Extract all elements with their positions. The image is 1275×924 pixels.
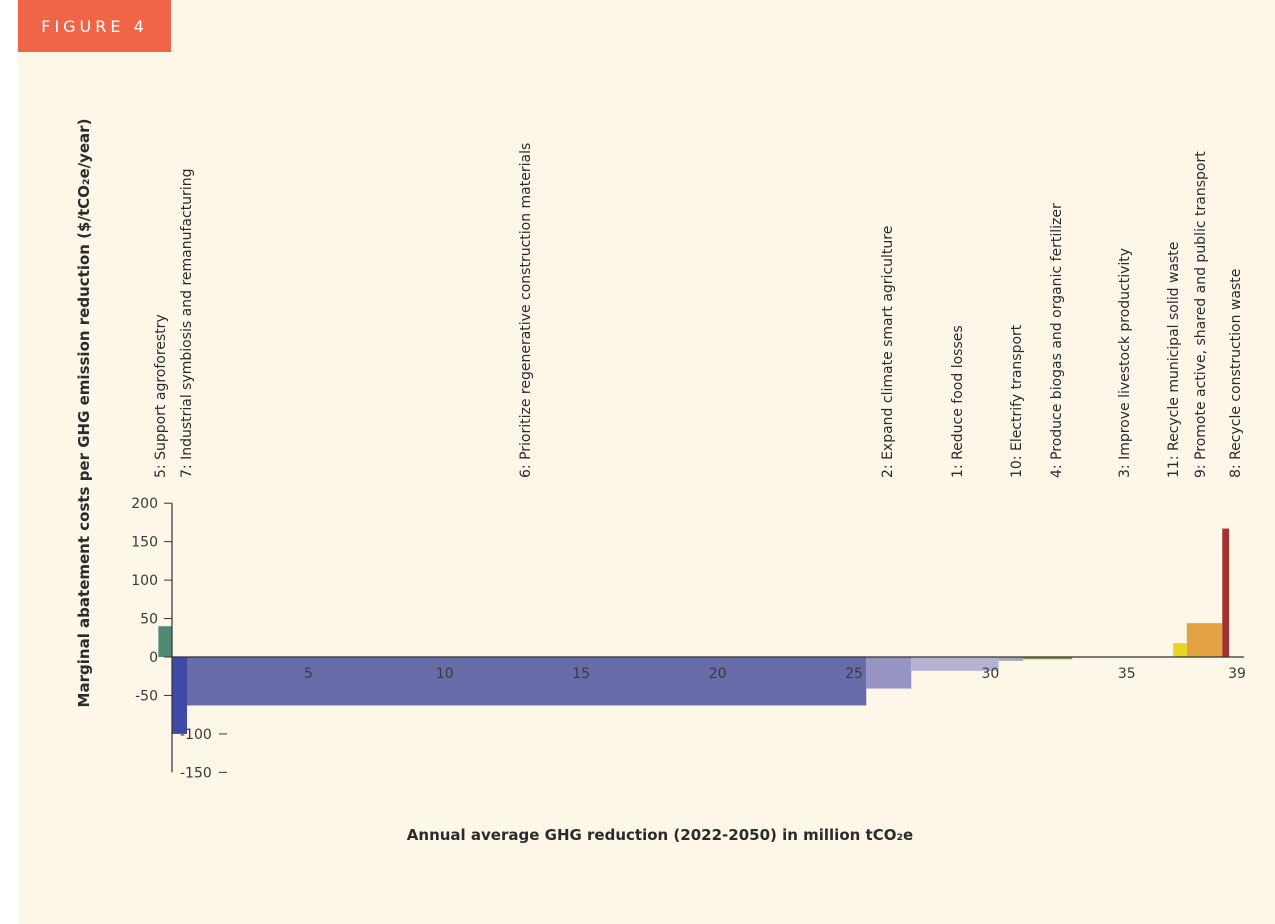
category-label-3: 6: Prioritize regenerative construction … — [518, 143, 534, 478]
category-label-10: 9: Promote active, shared and public tra… — [1193, 151, 1209, 478]
x-tick-label: 10 — [436, 666, 454, 682]
x-tick-label: 20 — [709, 666, 727, 682]
x-tick-label: 35 — [1118, 666, 1136, 682]
category-label-11: 8: Recycle construction waste — [1228, 269, 1244, 478]
figure-panel — [18, 0, 1275, 924]
x-tick-label: 25 — [845, 666, 863, 682]
y-axis-title: Marginal abatement costs per GHG emissio… — [75, 118, 93, 708]
category-label-2: 7: Industrial symbiosis and remanufactur… — [179, 169, 195, 478]
bars-group — [158, 528, 1230, 734]
x-tick-label: 5 — [304, 666, 313, 682]
bar-11 — [1222, 528, 1230, 657]
y-tick-label: 100 — [131, 573, 158, 589]
y-ticks-group: 200 150 100 50 0 -50 -100 -150 — [131, 496, 227, 781]
category-label-7: 4: Produce biogas and organic fertilizer — [1049, 203, 1065, 478]
y-tick-label: -100 — [180, 727, 212, 743]
y-tick-label: 200 — [131, 496, 158, 512]
figure-badge: FIGURE 4 — [18, 0, 171, 52]
category-label-8: 3: Improve livestock productivity — [1117, 248, 1133, 478]
category-label-5: 1: Reduce food losses — [950, 325, 966, 478]
bar-1 — [158, 626, 172, 657]
bar-2 — [172, 657, 188, 734]
y-tick-label: 0 — [149, 650, 158, 666]
category-label-6: 10: Electrify transport — [1009, 324, 1025, 478]
y-tick-label: -150 — [180, 765, 212, 781]
bar-3 — [187, 657, 867, 706]
category-labels-group: 5: Support agroforestry 7: Industrial sym… — [153, 143, 1244, 478]
y-tick-label: 50 — [140, 612, 158, 628]
category-label-9: 11: Recycle municipal solid waste — [1166, 242, 1182, 478]
bar-10 — [1186, 623, 1223, 657]
bar-9 — [1173, 643, 1187, 657]
x-axis-title: Annual average GHG reduction (2022-2050)… — [406, 826, 914, 844]
bar-7 — [1023, 657, 1073, 660]
y-tick-label: 150 — [131, 535, 158, 551]
x-tick-label: 39 — [1228, 666, 1246, 682]
bar-5 — [911, 657, 999, 671]
category-label-4: 2: Expand climate smart agriculture — [880, 226, 896, 478]
bar-6 — [998, 657, 1024, 661]
category-label-1: 5: Support agroforestry — [153, 314, 169, 478]
y-tick-label: -50 — [135, 688, 158, 704]
x-tick-label: 15 — [572, 666, 590, 682]
x-ticks-group: 5 10 15 20 25 30 35 39 — [304, 666, 1246, 682]
axes-group — [171, 503, 1244, 773]
x-tick-label: 30 — [981, 666, 999, 682]
bar-4 — [866, 657, 912, 689]
